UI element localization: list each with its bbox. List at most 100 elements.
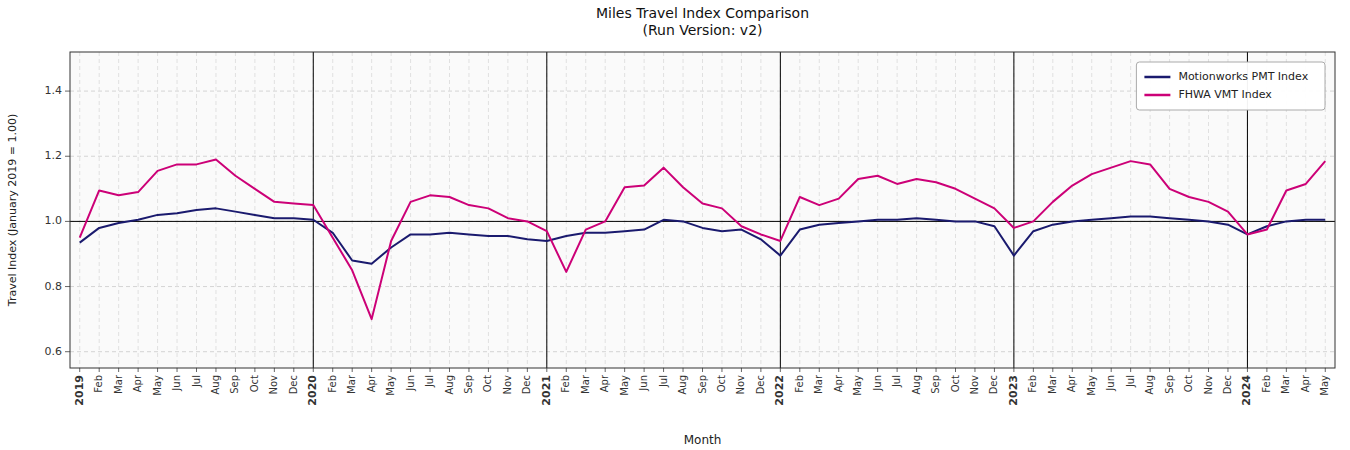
x-tick-label: Dec	[1222, 375, 1233, 394]
x-grid-line	[955, 52, 956, 368]
x-grid-line	[702, 52, 703, 368]
x-tick-label: Sep	[1164, 375, 1175, 394]
x-tick-label: Aug	[911, 375, 922, 395]
y-tick	[65, 221, 70, 222]
x-tick	[936, 368, 937, 372]
x-tick-label: Nov	[1203, 375, 1214, 395]
x-tick	[468, 368, 469, 372]
x-grid-line	[235, 52, 236, 368]
year-boundary-line	[1013, 52, 1014, 368]
x-tick	[138, 368, 139, 372]
x-grid-line	[838, 52, 839, 368]
x-tick	[352, 368, 353, 372]
x-grid-line	[332, 52, 333, 368]
x-tick	[1208, 368, 1209, 372]
x-grid-line	[410, 52, 411, 368]
x-grid-line	[313, 52, 314, 368]
x-tick	[293, 368, 294, 372]
x-tick-label: Dec	[755, 375, 766, 394]
x-grid-line	[936, 52, 937, 368]
x-grid-line	[488, 52, 489, 368]
x-tick-label: Mar	[813, 374, 824, 394]
y-tick-label: 1.4	[45, 84, 63, 97]
x-tick	[1266, 368, 1267, 372]
x-grid-line	[507, 52, 508, 368]
x-grid-line	[819, 52, 820, 368]
x-tick	[1150, 368, 1151, 372]
x-tick	[644, 368, 645, 372]
x-grid-line	[391, 52, 392, 368]
x-grid-line	[1111, 52, 1112, 368]
x-tick-label: Jul	[424, 375, 435, 388]
x-tick	[235, 368, 236, 372]
x-tick-label: Feb	[327, 375, 338, 393]
x-tick	[79, 368, 80, 372]
x-tick-label: Dec	[988, 375, 999, 394]
x-grid-line	[254, 52, 255, 368]
x-tick	[760, 368, 761, 372]
x-tick	[780, 368, 781, 372]
x-grid-line	[974, 52, 975, 368]
x-tick	[624, 368, 625, 372]
x-tick-label: Mar	[113, 374, 124, 394]
x-tick	[1033, 368, 1034, 372]
x-tick-label: Nov	[969, 375, 980, 395]
y-tick-label: 0.8	[45, 280, 63, 293]
x-tick	[994, 368, 995, 372]
x-tick	[332, 368, 333, 372]
x-tick-label: Nov	[735, 375, 746, 395]
x-tick-label: Apr	[833, 374, 844, 392]
title: Miles Travel Index Comparison(Run Versio…	[596, 5, 809, 38]
x-grid-line	[546, 52, 547, 368]
x-tick-label: Oct	[1183, 375, 1194, 392]
y-tick	[65, 286, 70, 287]
y-grid-line	[70, 221, 1335, 222]
x-grid-line	[274, 52, 275, 368]
x-tick	[99, 368, 100, 372]
x-tick-label: Jul	[891, 375, 902, 388]
plot-background	[70, 52, 1335, 368]
y-tick-label: 1.2	[45, 149, 63, 162]
x-tick	[799, 368, 800, 372]
x-tick	[1247, 368, 1248, 372]
legend-label: Motionworks PMT Index	[1178, 70, 1308, 83]
reference-hline	[70, 221, 1335, 222]
title-line: (Run Version: v2)	[642, 22, 762, 38]
x-tick	[527, 368, 528, 372]
x-grid-line	[1013, 52, 1014, 368]
x-grid-line	[799, 52, 800, 368]
x-tick	[838, 368, 839, 372]
series-line	[80, 208, 1326, 263]
x-tick	[877, 368, 878, 372]
x-tick	[858, 368, 859, 372]
x-tick-label: Sep	[463, 375, 474, 394]
x-tick-label: 2020	[306, 375, 319, 406]
x-tick	[721, 368, 722, 372]
x-tick-label: Jun	[405, 375, 416, 392]
x-grid-line	[79, 52, 80, 368]
x-tick	[196, 368, 197, 372]
x-tick-label: Feb	[93, 375, 104, 393]
x-grid-line	[99, 52, 100, 368]
x-tick-label: Apr	[1300, 374, 1311, 392]
x-tick	[507, 368, 508, 372]
x-grid-line	[138, 52, 139, 368]
x-tick-label: Apr	[1066, 374, 1077, 392]
x-tick-label: Jun	[638, 375, 649, 392]
x-grid-line	[371, 52, 372, 368]
x-grid-line	[897, 52, 898, 368]
x-grid-line	[1130, 52, 1131, 368]
x-tick	[118, 368, 119, 372]
x-tick-label: Sep	[697, 375, 708, 394]
x-grid-line	[624, 52, 625, 368]
x-tick-label: Dec	[288, 375, 299, 394]
x-tick	[546, 368, 547, 372]
x-grid-line	[605, 52, 606, 368]
y-grid-line	[70, 156, 1335, 157]
x-tick	[1091, 368, 1092, 372]
y-tick	[65, 351, 70, 352]
x-grid-line	[741, 52, 742, 368]
x-tick-label: 2022	[773, 375, 786, 406]
x-tick-label: Feb	[1261, 375, 1272, 393]
x-tick	[1286, 368, 1287, 372]
